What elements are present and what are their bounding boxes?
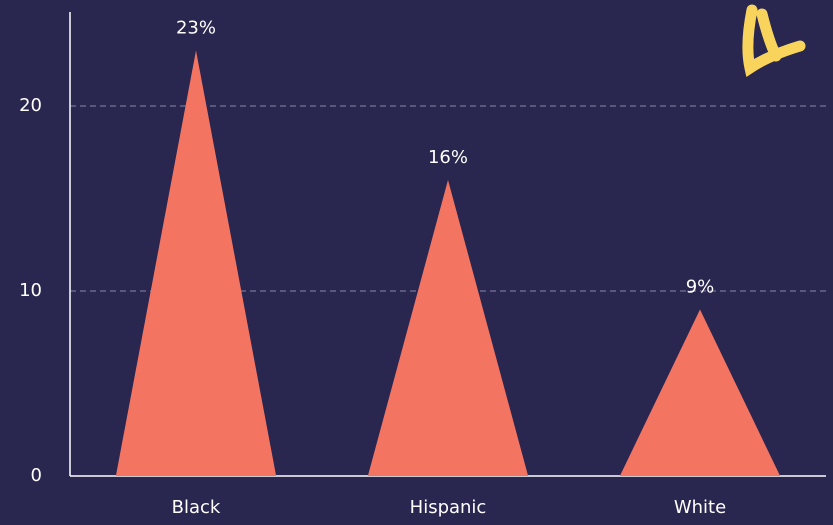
value-label: 16% bbox=[428, 147, 468, 168]
x-tick-label: Hispanic bbox=[410, 497, 487, 518]
y-tick-label: 20 bbox=[19, 95, 42, 116]
x-tick-label: Black bbox=[172, 497, 221, 518]
x-tick-label: White bbox=[674, 497, 726, 518]
bar bbox=[619, 309, 781, 476]
bar bbox=[367, 180, 529, 476]
value-label: 23% bbox=[176, 18, 216, 39]
bar bbox=[115, 50, 277, 476]
y-tick-label: 10 bbox=[19, 280, 42, 301]
value-label: 9% bbox=[686, 277, 715, 298]
y-tick-label: 0 bbox=[31, 465, 42, 486]
decoration bbox=[742, 4, 806, 78]
